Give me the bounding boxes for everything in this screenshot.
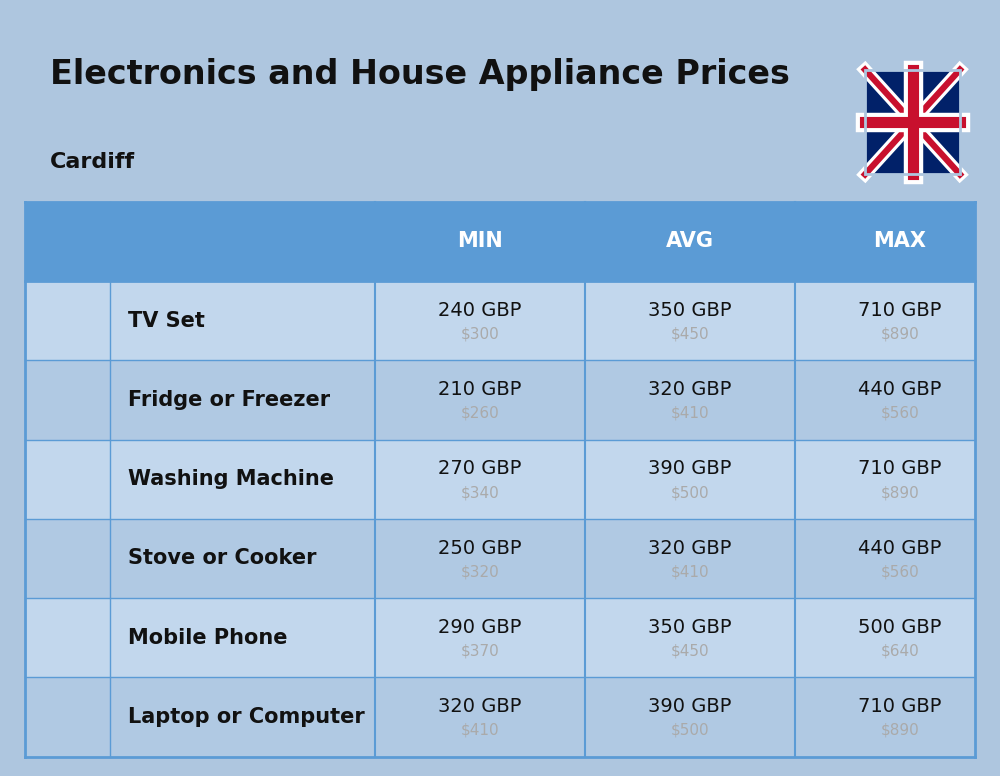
FancyBboxPatch shape (49, 461, 86, 497)
Text: $320: $320 (461, 564, 499, 580)
Circle shape (58, 544, 61, 547)
Text: 210 GBP: 210 GBP (438, 380, 522, 399)
Bar (69, 701, 76, 715)
Bar (53, 700, 82, 715)
Circle shape (56, 542, 63, 549)
FancyBboxPatch shape (52, 313, 83, 328)
Bar (61, 701, 68, 715)
Text: TV Set: TV Set (128, 310, 205, 331)
Text: Laptop or Computer: Laptop or Computer (128, 707, 365, 727)
Text: Fridge or Freezer: Fridge or Freezer (128, 390, 330, 410)
FancyBboxPatch shape (49, 696, 86, 718)
Text: 320 GBP: 320 GBP (648, 380, 732, 399)
Text: $890: $890 (881, 485, 919, 501)
Text: $500: $500 (671, 723, 709, 738)
Text: 270 GBP: 270 GBP (438, 459, 522, 478)
Text: $500: $500 (671, 485, 709, 501)
Text: 390 GBP: 390 GBP (648, 459, 732, 478)
Text: $370: $370 (461, 643, 499, 659)
Text: $450: $450 (671, 327, 709, 341)
Text: 350 GBP: 350 GBP (648, 301, 732, 320)
Bar (54, 463, 81, 466)
Circle shape (62, 559, 73, 570)
Text: 440 GBP: 440 GBP (858, 380, 942, 399)
Text: $260: $260 (461, 406, 499, 421)
Text: 240 GBP: 240 GBP (438, 301, 522, 320)
FancyBboxPatch shape (48, 309, 87, 332)
Circle shape (58, 471, 77, 490)
Text: 500 GBP: 500 GBP (858, 618, 942, 637)
Text: 710 GBP: 710 GBP (858, 301, 942, 320)
FancyBboxPatch shape (69, 637, 74, 643)
Text: $410: $410 (461, 723, 499, 738)
Bar (57, 495, 62, 497)
Text: Cardiff: Cardiff (50, 151, 135, 171)
Text: 710 GBP: 710 GBP (858, 459, 942, 478)
Circle shape (65, 561, 70, 566)
FancyBboxPatch shape (64, 643, 70, 649)
Bar (76, 701, 83, 715)
FancyBboxPatch shape (54, 380, 81, 420)
FancyBboxPatch shape (47, 715, 88, 722)
Text: AVG: AVG (666, 231, 714, 251)
Text: Electronics and House Appliance Prices: Electronics and House Appliance Prices (50, 57, 790, 91)
Circle shape (72, 542, 79, 549)
Text: $410: $410 (671, 406, 709, 421)
Text: 250 GBP: 250 GBP (438, 539, 522, 558)
Text: Washing Machine: Washing Machine (128, 469, 334, 489)
Bar (76, 401, 78, 409)
Text: Mobile Phone: Mobile Phone (128, 628, 288, 648)
Text: 710 GBP: 710 GBP (858, 697, 942, 716)
FancyBboxPatch shape (50, 541, 85, 577)
Bar (56, 396, 79, 417)
Text: 350 GBP: 350 GBP (648, 618, 732, 637)
FancyBboxPatch shape (60, 637, 65, 643)
Text: 440 GBP: 440 GBP (858, 539, 942, 558)
Text: $560: $560 (881, 406, 919, 421)
Bar (76, 386, 78, 392)
Text: MIN: MIN (457, 231, 503, 251)
Text: $340: $340 (461, 485, 499, 501)
FancyBboxPatch shape (64, 632, 70, 637)
Text: MAX: MAX (874, 231, 926, 251)
Text: Stove or Cooker: Stove or Cooker (128, 549, 316, 569)
Text: $890: $890 (881, 723, 919, 738)
Text: $560: $560 (881, 564, 919, 580)
FancyBboxPatch shape (55, 618, 80, 656)
Text: 290 GBP: 290 GBP (438, 618, 522, 637)
Bar (76, 314, 83, 327)
Circle shape (74, 544, 77, 547)
Bar (54, 701, 61, 715)
FancyBboxPatch shape (60, 632, 65, 637)
Circle shape (66, 622, 69, 625)
Circle shape (64, 477, 71, 483)
FancyBboxPatch shape (60, 643, 65, 649)
Bar (61, 314, 68, 327)
Bar (73, 495, 78, 497)
Text: $450: $450 (671, 643, 709, 659)
Text: $410: $410 (671, 564, 709, 580)
Bar (61, 334, 74, 338)
Circle shape (56, 469, 79, 492)
Text: $300: $300 (461, 327, 499, 341)
Text: 320 GBP: 320 GBP (648, 539, 732, 558)
Text: $890: $890 (881, 327, 919, 341)
Bar (54, 314, 60, 327)
Bar (69, 314, 75, 327)
Bar (56, 383, 79, 395)
Text: 390 GBP: 390 GBP (648, 697, 732, 716)
FancyBboxPatch shape (56, 556, 79, 572)
Text: $640: $640 (881, 643, 919, 659)
FancyBboxPatch shape (58, 623, 77, 653)
FancyBboxPatch shape (64, 637, 70, 643)
Bar (66, 331, 69, 334)
FancyBboxPatch shape (69, 643, 74, 649)
Text: 320 GBP: 320 GBP (438, 697, 522, 716)
FancyBboxPatch shape (62, 717, 73, 722)
